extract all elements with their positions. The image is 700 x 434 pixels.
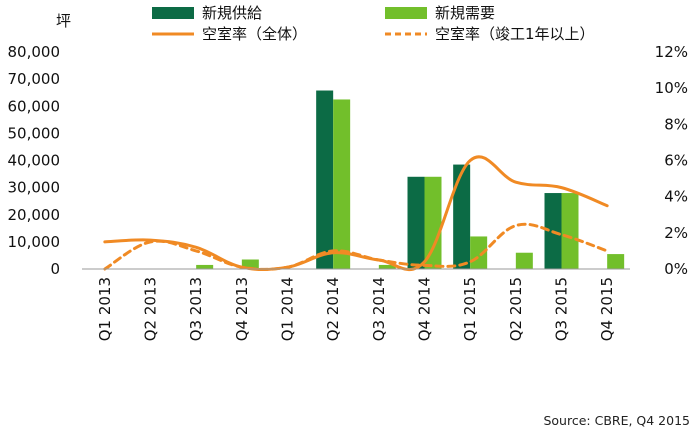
right-y-tick-label: 6% <box>664 152 688 170</box>
x-tick-label: Q1 2014 <box>279 277 297 341</box>
x-tick-label: Q3 2013 <box>187 277 205 341</box>
legend-swatch <box>385 7 427 19</box>
left-y-tick-label: 70,000 <box>8 70 61 88</box>
supply-bar <box>453 164 471 269</box>
x-tick-label: Q2 2014 <box>324 277 342 341</box>
supply-bar <box>407 176 425 269</box>
left-y-tick-label: 80,000 <box>8 43 61 61</box>
left-y-axis: 0 10,000 20,000 30,000 40,000 50,000 60,000 70,… <box>8 43 61 278</box>
x-tick-label: Q1 2013 <box>96 277 114 341</box>
x-tick-label: Q1 2015 <box>461 277 479 341</box>
left-y-tick-label: 10,000 <box>8 233 61 251</box>
left-y-tick-label: 60,000 <box>8 97 61 115</box>
right-y-tick-label: 0% <box>664 260 688 278</box>
demand-bar <box>424 176 442 269</box>
left-y-tick-label: 40,000 <box>8 152 61 170</box>
x-tick-label: Q3 2015 <box>553 277 571 341</box>
y-axis-unit-label: 坪 <box>56 12 71 30</box>
vacancy-rate-existing-line <box>103 222 609 271</box>
source-note: Source: CBRE, Q4 2015 <box>543 413 690 428</box>
right-y-tick-label: 4% <box>664 188 688 206</box>
right-y-tick-label: 10% <box>655 79 688 97</box>
demand-bar <box>515 252 533 269</box>
x-tick-label: Q4 2015 <box>598 277 616 341</box>
left-y-tick-label: 30,000 <box>8 179 61 197</box>
legend-label: 新規供給 <box>202 4 262 22</box>
demand-bar <box>196 264 214 269</box>
x-tick-label: Q2 2013 <box>142 277 160 341</box>
left-y-tick-label: 0 <box>50 260 60 278</box>
demand-bar <box>378 264 396 269</box>
x-axis: Q1 2013 Q2 2013 Q3 2013 Q4 2013 Q1 2014 Q2 20… <box>96 277 616 341</box>
demand-bar <box>241 259 259 269</box>
right-y-tick-label: 2% <box>664 224 688 242</box>
x-tick-label: Q2 2015 <box>507 277 525 341</box>
right-y-tick-label: 8% <box>664 115 688 133</box>
legend-swatch <box>152 7 194 19</box>
bar-layer <box>196 90 625 269</box>
demand-bar <box>561 193 579 269</box>
demand-bar <box>607 254 625 269</box>
x-tick-label: Q4 2014 <box>416 277 434 341</box>
legend-label: 空室率（竣工1年以上） <box>435 25 595 43</box>
right-y-tick-label: 12% <box>655 43 688 61</box>
left-y-tick-label: 50,000 <box>8 124 61 142</box>
supply-bar <box>316 90 334 269</box>
demand-bar <box>333 99 351 269</box>
x-tick-label: Q4 2013 <box>233 277 251 341</box>
right-y-axis: 0% 2% 4% 6% 8% 10% 12% <box>655 43 688 278</box>
line-layer <box>103 155 609 272</box>
x-tick-label: Q3 2014 <box>370 277 388 341</box>
left-y-tick-label: 20,000 <box>8 206 61 224</box>
legend-label: 新規需要 <box>435 4 495 22</box>
legend-label: 空室率（全体） <box>202 25 307 43</box>
